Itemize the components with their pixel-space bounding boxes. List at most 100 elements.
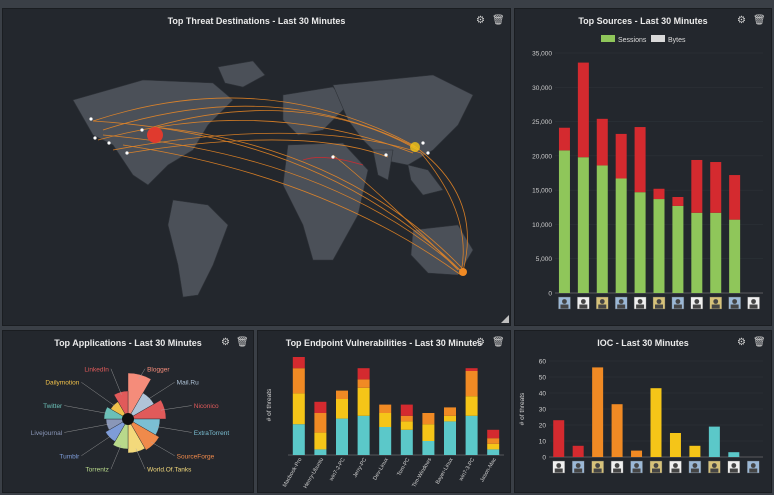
bar-bytes[interactable] [596, 118, 608, 166]
avatar-icon[interactable] [747, 460, 760, 474]
avatar-icon[interactable] [728, 296, 741, 310]
avatar-icon[interactable] [591, 460, 604, 474]
bar-bytes[interactable] [710, 162, 722, 213]
vuln-bar-segment[interactable] [487, 443, 500, 450]
vuln-bar-segment[interactable] [465, 368, 478, 371]
avatar-icon[interactable] [552, 460, 565, 474]
vuln-bar-segment[interactable] [292, 424, 305, 455]
avatar-icon[interactable] [709, 296, 722, 310]
vuln-bar-segment[interactable] [379, 413, 392, 427]
bar-bytes[interactable] [634, 127, 646, 193]
ioc-bar[interactable] [572, 445, 584, 457]
vuln-bar-segment[interactable] [422, 413, 435, 425]
bar-bytes[interactable] [558, 127, 570, 151]
vuln-bar-segment[interactable] [379, 404, 392, 413]
vuln-bar-segment[interactable] [336, 399, 348, 419]
avatar-icon[interactable] [614, 296, 628, 310]
gear-icon[interactable]: ⚙ [476, 337, 485, 348]
hotspot-asia[interactable] [410, 142, 420, 152]
vuln-bar-segment[interactable] [292, 368, 305, 394]
vuln-bar-segment[interactable] [357, 387, 370, 416]
vuln-bar-segment[interactable] [465, 396, 478, 416]
trash-icon[interactable]: 🗑 [753, 15, 766, 26]
vuln-bar-segment[interactable] [314, 449, 327, 455]
world-map[interactable] [3, 25, 510, 325]
avatar-icon[interactable] [571, 460, 585, 474]
vuln-bar-segment[interactable] [314, 413, 327, 433]
avatar-icon[interactable] [558, 296, 571, 310]
vuln-bar-segment[interactable] [400, 404, 413, 416]
vuln-bar-segment[interactable] [444, 407, 456, 416]
avatar-icon[interactable] [610, 460, 624, 474]
trash-icon[interactable]: 🗑 [236, 337, 249, 348]
vuln-bar-segment[interactable] [314, 401, 327, 413]
gear-icon[interactable]: ⚙ [476, 15, 485, 26]
avatar-icon[interactable] [727, 460, 741, 474]
avatar-icon[interactable] [630, 460, 643, 474]
vuln-bar-segment[interactable] [487, 438, 500, 444]
vuln-bar-segment[interactable] [357, 368, 370, 380]
ioc-bar[interactable] [553, 420, 565, 457]
vuln-bar-segment[interactable] [314, 432, 327, 450]
ioc-bar[interactable] [669, 433, 681, 457]
avatar-icon[interactable] [596, 296, 609, 310]
vuln-bar-segment[interactable] [400, 429, 413, 455]
vuln-bar-segment[interactable] [465, 415, 478, 455]
bar-sessions[interactable] [634, 192, 646, 293]
vuln-bar-segment[interactable] [444, 421, 456, 455]
bar-sessions[interactable] [558, 150, 570, 293]
gear-icon[interactable]: ⚙ [221, 337, 230, 348]
trash-icon[interactable]: 🗑 [492, 337, 505, 348]
bar-sessions[interactable] [729, 219, 741, 293]
ioc-bar[interactable] [592, 367, 604, 457]
trash-icon[interactable]: 🗑 [492, 15, 505, 26]
pie-slice[interactable] [112, 418, 129, 450]
bar-sessions[interactable] [672, 205, 684, 293]
avatar-icon[interactable] [747, 296, 760, 310]
resize-handle-icon[interactable] [501, 315, 509, 323]
avatar-icon[interactable] [669, 460, 682, 474]
vuln-bar-segment[interactable] [465, 371, 478, 397]
avatar-icon[interactable] [671, 296, 685, 310]
vuln-bar-segment[interactable] [292, 393, 305, 425]
hotspot-us[interactable] [147, 127, 163, 143]
bar-sessions[interactable] [653, 199, 665, 293]
vuln-bar-segment[interactable] [422, 424, 435, 441]
pie-slice[interactable] [127, 399, 167, 420]
ioc-bar[interactable] [728, 452, 740, 457]
pie-slice[interactable] [113, 390, 129, 420]
vuln-bar-segment[interactable] [422, 441, 435, 455]
vuln-bar-segment[interactable] [357, 415, 370, 455]
vuln-bar-segment[interactable] [487, 449, 500, 455]
gear-icon[interactable]: ⚙ [737, 15, 746, 26]
avatar-icon[interactable] [649, 460, 663, 474]
pie-slice[interactable] [127, 372, 152, 420]
bar-sessions[interactable] [691, 212, 703, 293]
vuln-bar-segment[interactable] [487, 429, 500, 439]
ioc-bar[interactable] [689, 445, 701, 457]
vuln-bar-segment[interactable] [357, 379, 370, 388]
avatar-icon[interactable] [688, 460, 702, 474]
bar-bytes[interactable] [672, 197, 684, 206]
vuln-bar-segment[interactable] [400, 421, 413, 430]
avatar-icon[interactable] [708, 460, 721, 474]
ioc-bar[interactable] [631, 450, 643, 457]
bar-bytes[interactable] [615, 133, 627, 179]
vuln-bar-segment[interactable] [336, 390, 348, 399]
vuln-bar-segment[interactable] [400, 415, 413, 422]
trash-icon[interactable]: 🗑 [753, 337, 766, 348]
avatar-icon[interactable] [652, 296, 666, 310]
bar-bytes[interactable] [729, 175, 741, 220]
bar-sessions[interactable] [596, 165, 608, 293]
bar-sessions[interactable] [710, 212, 722, 293]
vuln-bar-segment[interactable] [444, 415, 456, 422]
pie-slice[interactable] [127, 418, 146, 454]
vuln-bar-segment[interactable] [379, 427, 392, 455]
avatar-icon[interactable] [577, 296, 590, 310]
gear-icon[interactable]: ⚙ [737, 337, 746, 348]
bar-bytes[interactable] [653, 188, 665, 200]
vuln-bar-segment[interactable] [336, 418, 348, 455]
ioc-bar[interactable] [611, 404, 623, 457]
vuln-bar-segment[interactable] [292, 357, 305, 369]
ioc-bar[interactable] [708, 426, 720, 457]
